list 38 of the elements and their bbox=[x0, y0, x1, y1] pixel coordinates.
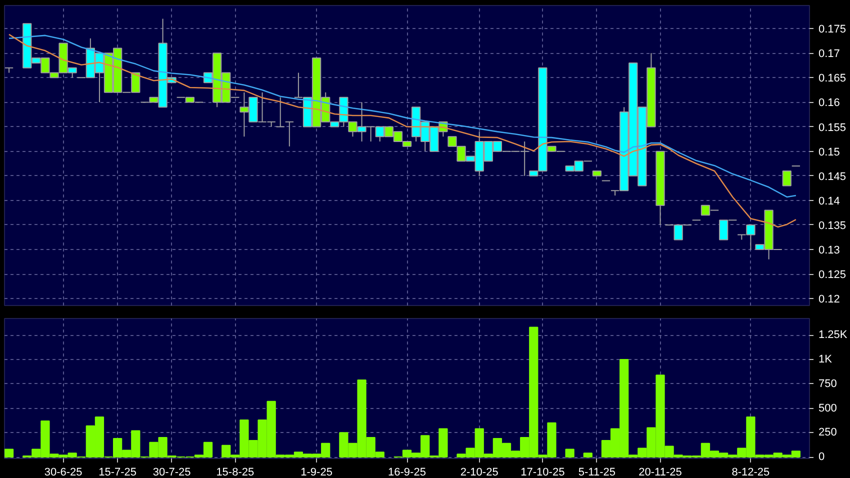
x-tick-label: 15-8-25 bbox=[216, 466, 254, 478]
y-tick-label: 0 bbox=[818, 451, 825, 464]
y-tick-label: 0.125 bbox=[818, 269, 846, 282]
y-tick-label: 0.175 bbox=[818, 24, 846, 36]
candlestick bbox=[276, 96, 285, 128]
x-tick-label: 2-10-25 bbox=[460, 466, 498, 478]
line-series bbox=[8, 34, 797, 198]
y-tick-label: 0.145 bbox=[818, 170, 846, 183]
x-tick-label: 1-9-25 bbox=[300, 466, 332, 478]
candlestick bbox=[4, 67, 14, 74]
bar bbox=[583, 452, 592, 458]
bar bbox=[4, 448, 14, 458]
x-tick-label: 16-9-25 bbox=[388, 466, 426, 478]
y-tick-label: 1K bbox=[818, 353, 833, 366]
y-tick-label: 0.135 bbox=[818, 220, 846, 232]
x-tick-label: 20-11-25 bbox=[638, 466, 682, 478]
y-tick-label: 500 bbox=[818, 402, 837, 414]
x-tick-label: 30-7-25 bbox=[152, 466, 191, 478]
x-tick-label: 8-12-25 bbox=[732, 466, 770, 478]
x-tick-label: 30-6-25 bbox=[44, 466, 82, 478]
x-tick-label: 17-10-25 bbox=[520, 466, 565, 478]
x-tick-label: 5-11-25 bbox=[578, 466, 616, 478]
y-tick-label: 0.17 bbox=[818, 48, 840, 60]
y-tick-label: 1.25K bbox=[818, 329, 848, 342]
y-tick-label: 750 bbox=[818, 378, 837, 390]
candlestick bbox=[284, 121, 294, 147]
candlestick bbox=[782, 170, 792, 186]
y-tick-label: 0.15 bbox=[818, 146, 840, 158]
bar bbox=[565, 448, 574, 458]
y-tick-label: 0.155 bbox=[818, 122, 846, 134]
y-tick-label: 250 bbox=[818, 426, 837, 439]
line-series bbox=[8, 34, 797, 228]
y-tick-label: 0.16 bbox=[818, 97, 840, 110]
y-tick-label: 0.165 bbox=[818, 72, 846, 85]
y-tick-label: 0.12 bbox=[818, 294, 840, 306]
x-tick-label: 15-7-25 bbox=[98, 466, 137, 478]
y-tick-label: 0.13 bbox=[818, 244, 840, 257]
y-tick-label: 0.14 bbox=[818, 195, 840, 208]
